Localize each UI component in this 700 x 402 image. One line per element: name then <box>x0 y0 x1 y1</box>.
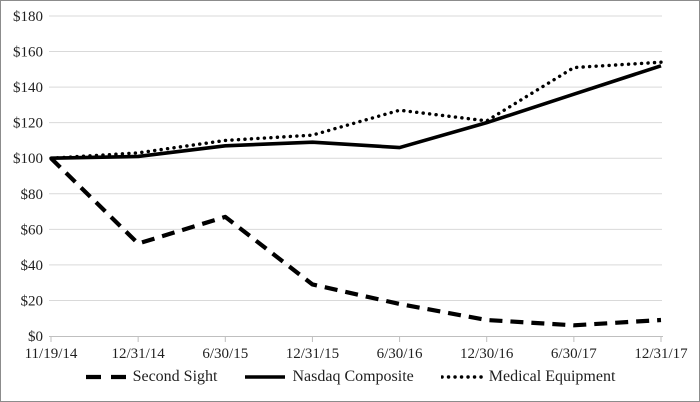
x-tick-label: 12/31/17 <box>634 346 688 362</box>
chart-legend: Second Sight Nasdaq Composite Medical Equi… <box>1 368 699 386</box>
y-tick-label: $80 <box>21 187 44 203</box>
x-tick-label: 11/19/14 <box>25 346 78 362</box>
legend-label: Second Sight <box>132 368 218 385</box>
series-line-nasdaq-composite <box>50 64 662 161</box>
x-tick-label: 6/30/17 <box>551 346 597 362</box>
y-tick-label: $40 <box>21 258 44 274</box>
x-tick-label: 12/31/14 <box>111 346 165 362</box>
x-tick-label: 12/31/15 <box>286 346 339 362</box>
y-tick-label: $0 <box>28 329 43 345</box>
legend-solid-line-sample <box>245 375 286 379</box>
legend-item-medical-equipment: Medical Equipment <box>440 368 616 386</box>
legend-label: Medical Equipment <box>488 368 616 385</box>
y-tick-label: $60 <box>21 222 44 238</box>
x-tick-label: 12/30/16 <box>460 346 514 362</box>
x-tick-label: 6/30/15 <box>202 346 248 362</box>
legend-item-second-sight: Second Sight <box>85 368 218 386</box>
y-tick-label: $100 <box>13 151 43 167</box>
legend-label: Nasdaq Composite <box>292 368 414 385</box>
series-line-medical-equipment <box>49 60 663 160</box>
y-tick-label: $180 <box>13 9 43 25</box>
legend-dotted-line-sample <box>440 375 483 379</box>
y-tick-label: $20 <box>21 293 44 309</box>
y-tick-label: $140 <box>13 80 43 96</box>
series-line-second-sight <box>49 156 662 328</box>
y-tick-label: $160 <box>13 45 43 61</box>
x-tick-label: 6/30/16 <box>377 346 423 362</box>
legend-item-nasdaq-composite: Nasdaq Composite <box>244 368 414 386</box>
y-tick-label: $120 <box>13 116 43 132</box>
legend-dashed-line-sample <box>85 374 126 380</box>
